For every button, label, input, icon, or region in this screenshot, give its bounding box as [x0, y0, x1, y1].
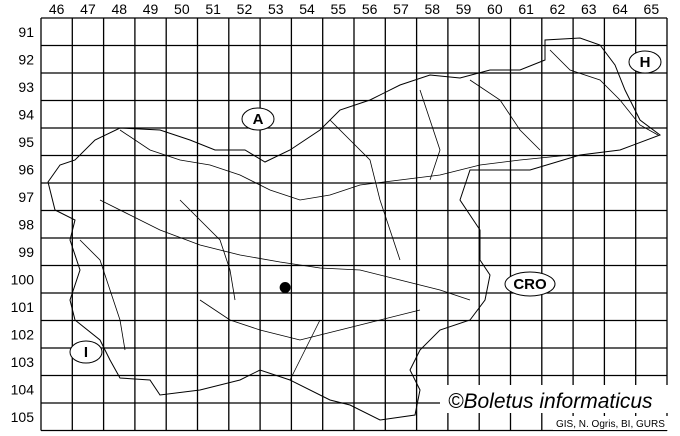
column-label: 57 [393, 1, 409, 17]
column-label: 50 [174, 1, 190, 17]
column-label: 47 [80, 1, 96, 17]
column-label: 65 [644, 1, 660, 17]
row-label: 94 [18, 106, 34, 122]
grid [40, 17, 668, 432]
column-label: 51 [205, 1, 221, 17]
region-label-italy: I [69, 340, 103, 364]
column-label: 59 [456, 1, 472, 17]
column-label: 46 [49, 1, 65, 17]
rivers [79, 49, 659, 381]
row-label: 93 [18, 79, 34, 95]
column-label: 61 [518, 1, 534, 17]
column-label: 53 [268, 1, 284, 17]
column-label: 52 [237, 1, 253, 17]
column-label: 60 [487, 1, 503, 17]
row-label: 99 [18, 244, 34, 260]
country-border [47, 37, 662, 421]
row-label: 102 [11, 326, 35, 342]
label-italy: I [84, 344, 88, 361]
label-croatia: CRO [513, 276, 547, 293]
column-label: 58 [424, 1, 440, 17]
column-label: 48 [111, 1, 127, 17]
row-label: 101 [11, 299, 35, 315]
column-label: 49 [143, 1, 159, 17]
row-label: 97 [18, 189, 34, 205]
label-hungary: H [640, 54, 651, 71]
row-label: 98 [18, 216, 34, 232]
column-label: 62 [550, 1, 566, 17]
row-label: 103 [11, 354, 35, 370]
row-labels: 91 92 93 94 95 96 97 98 99 100 101 102 103 104 105 [11, 24, 35, 425]
column-label: 63 [581, 1, 597, 17]
records [279, 282, 291, 293]
region-label-austria: A [241, 107, 275, 131]
column-label: 64 [612, 1, 628, 17]
column-label: 55 [331, 1, 347, 17]
region-label-croatia: CRO [504, 271, 556, 297]
column-labels: 46 47 48 49 50 51 52 53 54 55 56 57 58 59 60 61 62 63 64 65 [49, 1, 659, 17]
row-label: 92 [18, 51, 34, 67]
column-label: 54 [299, 1, 315, 17]
row-label: 95 [18, 134, 34, 150]
copyright-text: ©Boletus informaticus [448, 390, 653, 413]
record-dot [279, 282, 291, 293]
row-label: 91 [18, 24, 34, 40]
row-label: 96 [18, 161, 34, 177]
row-label: 104 [11, 381, 35, 397]
column-label: 56 [362, 1, 378, 17]
row-label: 100 [11, 271, 35, 287]
row-label: 105 [11, 409, 35, 425]
source-text: GIS, N. Ogris, BI, GURS [556, 419, 665, 430]
label-austria: A [253, 111, 264, 128]
region-label-hungary: H [628, 50, 662, 74]
